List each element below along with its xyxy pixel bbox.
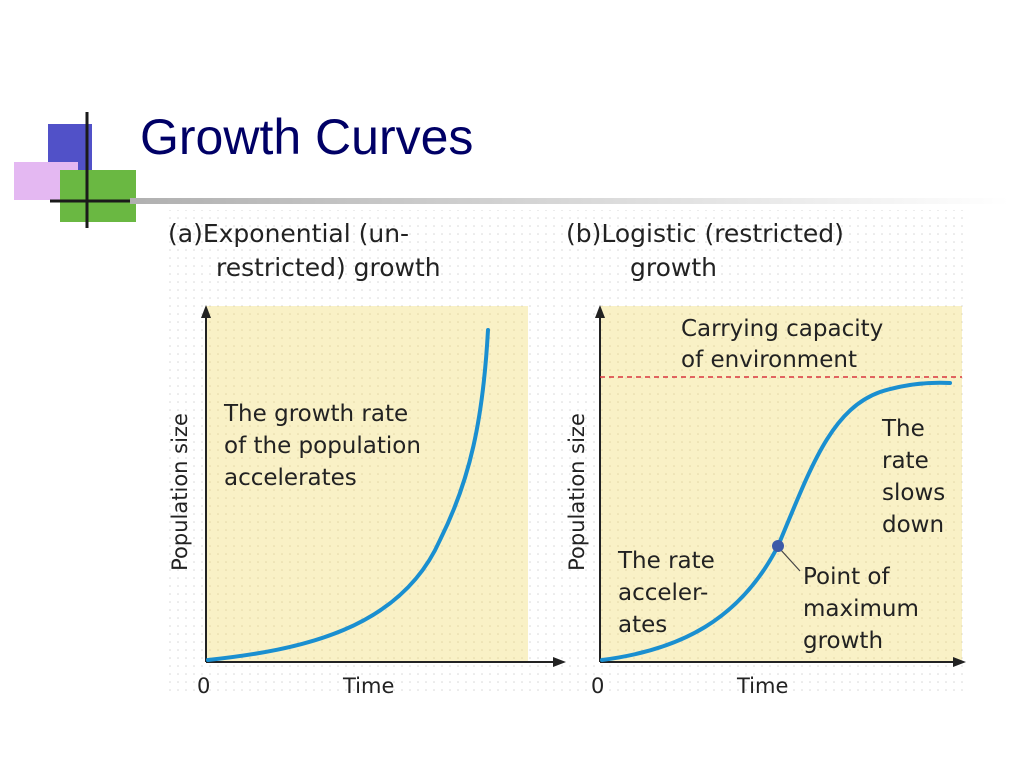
rate-slows-line4: down	[882, 512, 944, 538]
carrying-capacity-label: Carrying capacity of environment	[681, 316, 891, 373]
max-point-leader	[779, 548, 801, 572]
panel-b-x-label: Time	[736, 674, 788, 698]
rate-slows-line3: slows	[882, 480, 945, 506]
panel-b-title-line1: (b)Logistic (restricted)	[566, 219, 844, 248]
panel-a-title-line1: (a)Exponential (un-	[168, 219, 409, 248]
exponential-curve	[206, 328, 490, 662]
panel-b-x-origin: 0	[591, 674, 604, 698]
panel-a-title-line2: restricted) growth	[216, 253, 441, 282]
rate-accelerates-line2: acceler-	[618, 580, 708, 606]
rate-accelerates-line3: ates	[618, 612, 667, 638]
logistic-curve	[600, 380, 952, 662]
slide-title: Growth Curves	[140, 109, 474, 165]
panel-a-axes	[201, 305, 566, 667]
deco-square-green	[60, 170, 136, 222]
slide-decoration	[14, 112, 145, 228]
panel-a-note: The growth rate of the population accele…	[223, 401, 428, 491]
rate-slows-label: The rate slows down	[881, 416, 953, 538]
max-point-line3: growth	[803, 628, 883, 654]
plot-area-a-dots	[206, 306, 528, 662]
panel-a-note-line2: of the population	[224, 433, 421, 459]
rate-slows-line2: rate	[882, 448, 929, 474]
panel-a-x-origin: 0	[197, 674, 210, 698]
plot-area-b-dots	[600, 306, 962, 662]
panel-a-note-line1: The growth rate	[223, 401, 408, 427]
rate-slows-line1: The	[881, 416, 925, 442]
carrying-capacity-line2: of environment	[681, 347, 857, 373]
rate-accelerates-line1: The rate	[617, 548, 715, 574]
panel-b-y-label: Population size	[565, 413, 589, 571]
panel-a-note-line3: accelerates	[224, 465, 357, 491]
max-point-line2: maximum	[803, 596, 919, 622]
panel-b-axes	[595, 305, 966, 667]
panel-b-title-line2: growth	[630, 253, 717, 282]
rate-accelerates-label: The rate acceler- ates	[617, 548, 722, 638]
max-growth-point	[772, 540, 784, 552]
title-underline	[130, 198, 1010, 204]
carrying-capacity-line1: Carrying capacity	[681, 316, 883, 342]
max-point-line1: Point of	[803, 564, 890, 590]
panel-a-x-label: Time	[342, 674, 394, 698]
panel-a-y-label: Population size	[168, 413, 192, 571]
max-point-label: Point of maximum growth	[803, 564, 926, 654]
